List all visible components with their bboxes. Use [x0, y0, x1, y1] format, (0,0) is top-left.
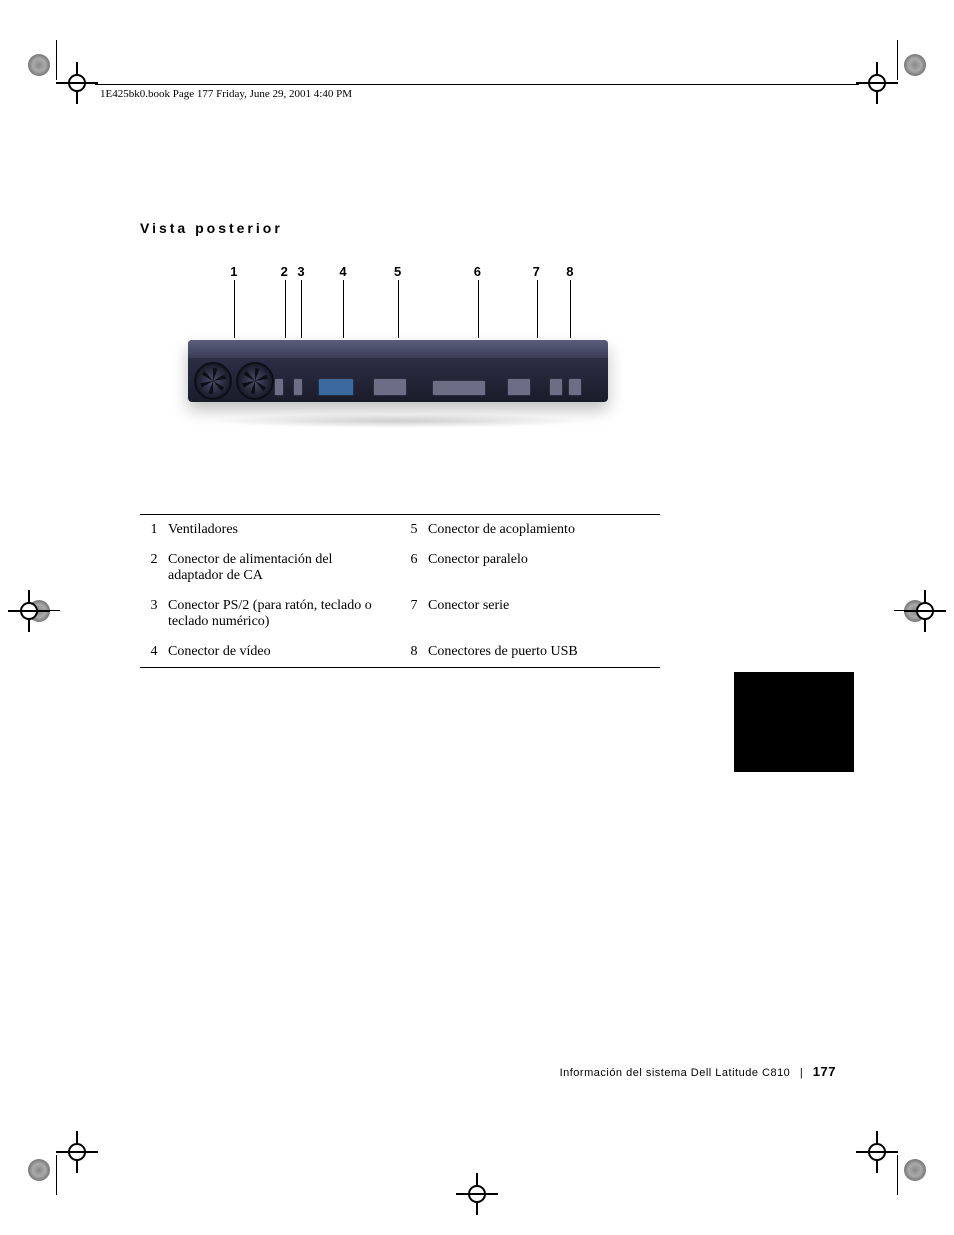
crop-globe-bl — [28, 1159, 50, 1181]
trim-line — [897, 1155, 898, 1195]
legend-label: Conector de acoplamiento — [428, 522, 660, 538]
rear-port — [507, 378, 531, 396]
callout-number: 3 — [297, 264, 304, 279]
rear-view-diagram: 12345678 — [188, 264, 608, 454]
legend-number: 4 — [140, 644, 168, 660]
reg-mark-ml — [18, 600, 40, 622]
legend-number: 8 — [400, 644, 428, 660]
callout-number: 5 — [394, 264, 401, 279]
legend-number: 5 — [400, 522, 428, 538]
legend-number: 2 — [140, 552, 168, 584]
rear-port — [274, 378, 284, 396]
callout-number: 6 — [474, 264, 481, 279]
rear-port — [293, 378, 303, 396]
reg-mark-bl — [66, 1141, 88, 1163]
trim-line — [894, 610, 924, 611]
callout-number: 2 — [281, 264, 288, 279]
callout-number: 8 — [566, 264, 573, 279]
legend-label: Conector paralelo — [428, 552, 660, 584]
legend-label: Conector de vídeo — [168, 644, 400, 660]
legend-number: 1 — [140, 522, 168, 538]
reg-mark-mr — [914, 600, 936, 622]
rear-port — [568, 378, 582, 396]
fan-vent — [236, 362, 274, 400]
reg-mark-bc — [466, 1183, 488, 1205]
reg-mark-br — [866, 1141, 888, 1163]
laptop-rear-illustration — [188, 328, 608, 418]
footer-separator: | — [800, 1067, 803, 1079]
crop-globe-tr — [904, 54, 926, 76]
footer-text: Información del sistema Dell Latitude C8… — [560, 1067, 791, 1079]
legend-label: Conector serie — [428, 598, 660, 630]
reg-mark-tl — [66, 72, 88, 94]
legend-number: 3 — [140, 598, 168, 630]
rear-port — [318, 378, 354, 396]
crop-globe-tl — [28, 54, 50, 76]
rear-port — [373, 378, 407, 396]
legend-row: 1Ventiladores5Conector de acoplamiento — [140, 515, 660, 545]
rear-port — [549, 378, 563, 396]
legend-label: Conectores de puerto USB — [428, 644, 660, 660]
legend-row: 3Conector PS/2 (para ratón, teclado o te… — [140, 591, 660, 637]
callout-number: 7 — [533, 264, 540, 279]
chassis-top-edge — [188, 340, 608, 358]
legend-row: 4Conector de vídeo8Conectores de puerto … — [140, 637, 660, 667]
rear-port — [432, 380, 486, 396]
drop-shadow — [208, 414, 588, 428]
running-header: 1E425bk0.book Page 177 Friday, June 29, … — [100, 88, 352, 100]
chassis — [188, 340, 608, 402]
trim-line — [897, 40, 898, 80]
legend-table: 1Ventiladores5Conector de acoplamiento2C… — [140, 514, 660, 668]
legend-row: 2Conector de alimentación del adaptador … — [140, 545, 660, 591]
legend-number: 7 — [400, 598, 428, 630]
crop-globe-br — [904, 1159, 926, 1181]
legend-label: Ventiladores — [168, 522, 400, 538]
callout-number: 1 — [230, 264, 237, 279]
callout-number: 4 — [339, 264, 346, 279]
trim-line — [30, 610, 60, 611]
header-rule — [95, 84, 859, 85]
legend-label: Conector de alimentación del adaptador d… — [168, 552, 400, 584]
page-footer: Información del sistema Dell Latitude C8… — [560, 1064, 836, 1079]
fan-vent — [194, 362, 232, 400]
section-title: Vista posterior — [140, 220, 840, 236]
thumb-index-tab — [734, 672, 854, 772]
trim-line — [56, 1155, 57, 1195]
reg-mark-tr — [866, 72, 888, 94]
trim-line — [56, 40, 57, 80]
legend-number: 6 — [400, 552, 428, 584]
page-content: Vista posterior 12345678 1Ventiladores5C… — [140, 220, 840, 668]
page-number: 177 — [813, 1064, 836, 1079]
legend-label: Conector PS/2 (para ratón, teclado o tec… — [168, 598, 400, 630]
